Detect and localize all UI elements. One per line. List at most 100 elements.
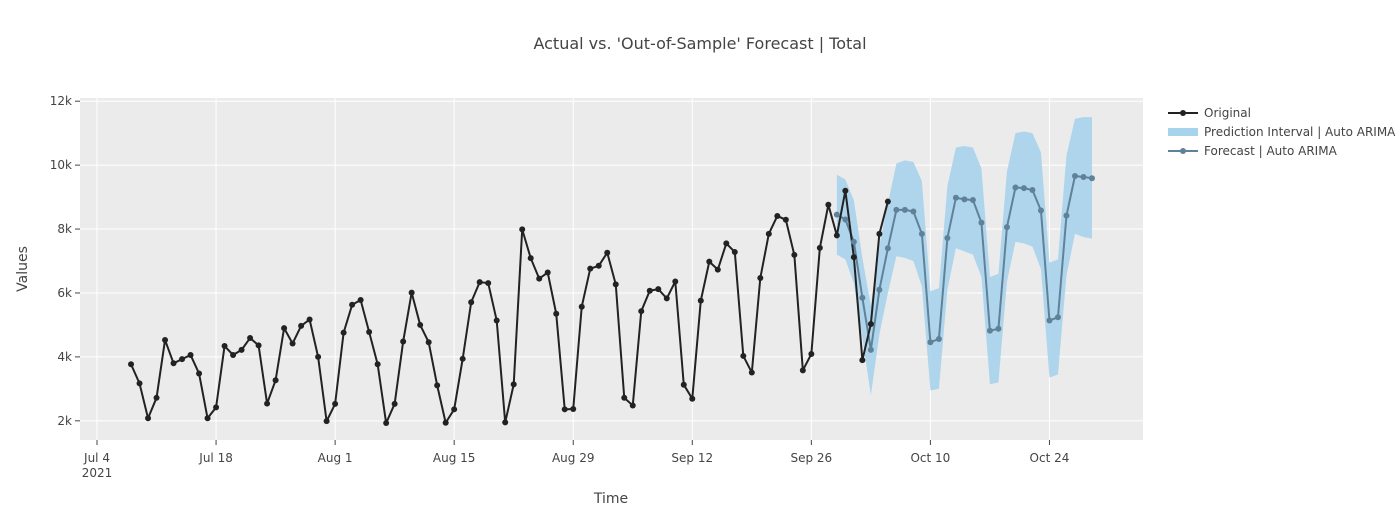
forecast-point[interactable] — [927, 339, 934, 346]
forecast-point[interactable] — [833, 211, 840, 218]
original-point[interactable] — [510, 381, 517, 388]
legend-item-forecast[interactable]: Forecast | Auto ARIMA — [1168, 144, 1338, 158]
original-point[interactable] — [289, 340, 296, 347]
original-point[interactable] — [502, 419, 509, 426]
original-point[interactable] — [663, 295, 670, 302]
original-point[interactable] — [544, 269, 551, 276]
original-point[interactable] — [536, 275, 543, 282]
forecast-point[interactable] — [1029, 187, 1036, 194]
forecast-point[interactable] — [910, 208, 917, 215]
original-point[interactable] — [196, 370, 203, 377]
original-point[interactable] — [587, 265, 594, 272]
original-point[interactable] — [867, 320, 874, 327]
legend-item-original[interactable]: Original — [1168, 106, 1251, 120]
original-point[interactable] — [782, 216, 789, 223]
original-point[interactable] — [306, 316, 313, 323]
forecast-point[interactable] — [1020, 185, 1027, 192]
original-point[interactable] — [383, 420, 390, 427]
forecast-point[interactable] — [850, 238, 857, 245]
forecast-point[interactable] — [969, 196, 976, 203]
forecast-point[interactable] — [842, 216, 849, 223]
forecast-point[interactable] — [893, 206, 900, 213]
original-point[interactable] — [332, 400, 339, 407]
original-point[interactable] — [638, 308, 645, 315]
original-point[interactable] — [774, 212, 781, 219]
forecast-point[interactable] — [1046, 317, 1053, 324]
forecast-point[interactable] — [876, 286, 883, 293]
forecast-point[interactable] — [944, 234, 951, 241]
original-point[interactable] — [859, 357, 866, 364]
original-point[interactable] — [323, 418, 330, 425]
original-point[interactable] — [714, 266, 721, 273]
original-point[interactable] — [570, 405, 577, 412]
forecast-point[interactable] — [1080, 173, 1087, 180]
original-point[interactable] — [264, 400, 271, 407]
original-point[interactable] — [765, 230, 772, 237]
original-point[interactable] — [459, 355, 466, 362]
original-point[interactable] — [876, 230, 883, 237]
forecast-point[interactable] — [1012, 184, 1019, 191]
original-point[interactable] — [646, 287, 653, 294]
original-point[interactable] — [842, 187, 849, 194]
original-point[interactable] — [213, 404, 220, 411]
forecast-point[interactable] — [961, 196, 968, 203]
original-point[interactable] — [697, 297, 704, 304]
original-point[interactable] — [170, 360, 177, 367]
original-point[interactable] — [723, 240, 730, 247]
forecast-point[interactable] — [918, 230, 925, 237]
forecast-point[interactable] — [867, 346, 874, 353]
original-point[interactable] — [162, 336, 169, 343]
original-point[interactable] — [136, 380, 143, 387]
original-point[interactable] — [833, 232, 840, 239]
original-point[interactable] — [825, 201, 832, 208]
original-point[interactable] — [451, 406, 458, 413]
original-point[interactable] — [179, 356, 186, 363]
forecast-point[interactable] — [1054, 314, 1061, 321]
original-point[interactable] — [706, 258, 713, 265]
forecast-point[interactable] — [859, 294, 866, 301]
original-point[interactable] — [425, 339, 432, 346]
forecast-point[interactable] — [1063, 212, 1070, 219]
original-point[interactable] — [315, 353, 322, 360]
original-point[interactable] — [740, 352, 747, 359]
original-point[interactable] — [468, 299, 475, 306]
original-point[interactable] — [357, 297, 364, 304]
original-point[interactable] — [298, 322, 305, 329]
original-point[interactable] — [731, 249, 738, 256]
forecast-point[interactable] — [1037, 207, 1044, 214]
original-point[interactable] — [816, 244, 823, 251]
original-point[interactable] — [476, 279, 483, 286]
original-point[interactable] — [400, 338, 407, 345]
original-point[interactable] — [629, 402, 636, 409]
original-point[interactable] — [553, 310, 560, 317]
original-point[interactable] — [281, 325, 288, 332]
original-point[interactable] — [340, 329, 347, 336]
forecast-point[interactable] — [935, 335, 942, 342]
original-point[interactable] — [884, 198, 891, 205]
original-point[interactable] — [187, 351, 194, 358]
forecast-point[interactable] — [884, 245, 891, 252]
original-point[interactable] — [791, 251, 798, 258]
original-point[interactable] — [612, 281, 619, 288]
original-point[interactable] — [153, 394, 160, 401]
original-point[interactable] — [485, 280, 492, 287]
forecast-point[interactable] — [1088, 175, 1095, 182]
original-point[interactable] — [561, 406, 568, 413]
original-point[interactable] — [247, 335, 254, 342]
original-point[interactable] — [145, 415, 152, 422]
original-point[interactable] — [757, 274, 764, 281]
legend-item-interval[interactable]: Prediction Interval | Auto ARIMA — [1168, 125, 1396, 139]
original-point[interactable] — [204, 415, 211, 422]
original-point[interactable] — [680, 381, 687, 388]
original-point[interactable] — [578, 303, 585, 310]
prediction-interval-area[interactable] — [836, 117, 1092, 396]
original-point[interactable] — [374, 361, 381, 368]
original-point[interactable] — [595, 262, 602, 269]
forecast-point[interactable] — [1003, 224, 1010, 231]
original-point[interactable] — [391, 400, 398, 407]
original-point[interactable] — [808, 351, 815, 358]
original-point[interactable] — [349, 301, 356, 308]
original-point[interactable] — [519, 226, 526, 233]
original-point[interactable] — [230, 351, 237, 358]
original-point[interactable] — [221, 343, 228, 350]
